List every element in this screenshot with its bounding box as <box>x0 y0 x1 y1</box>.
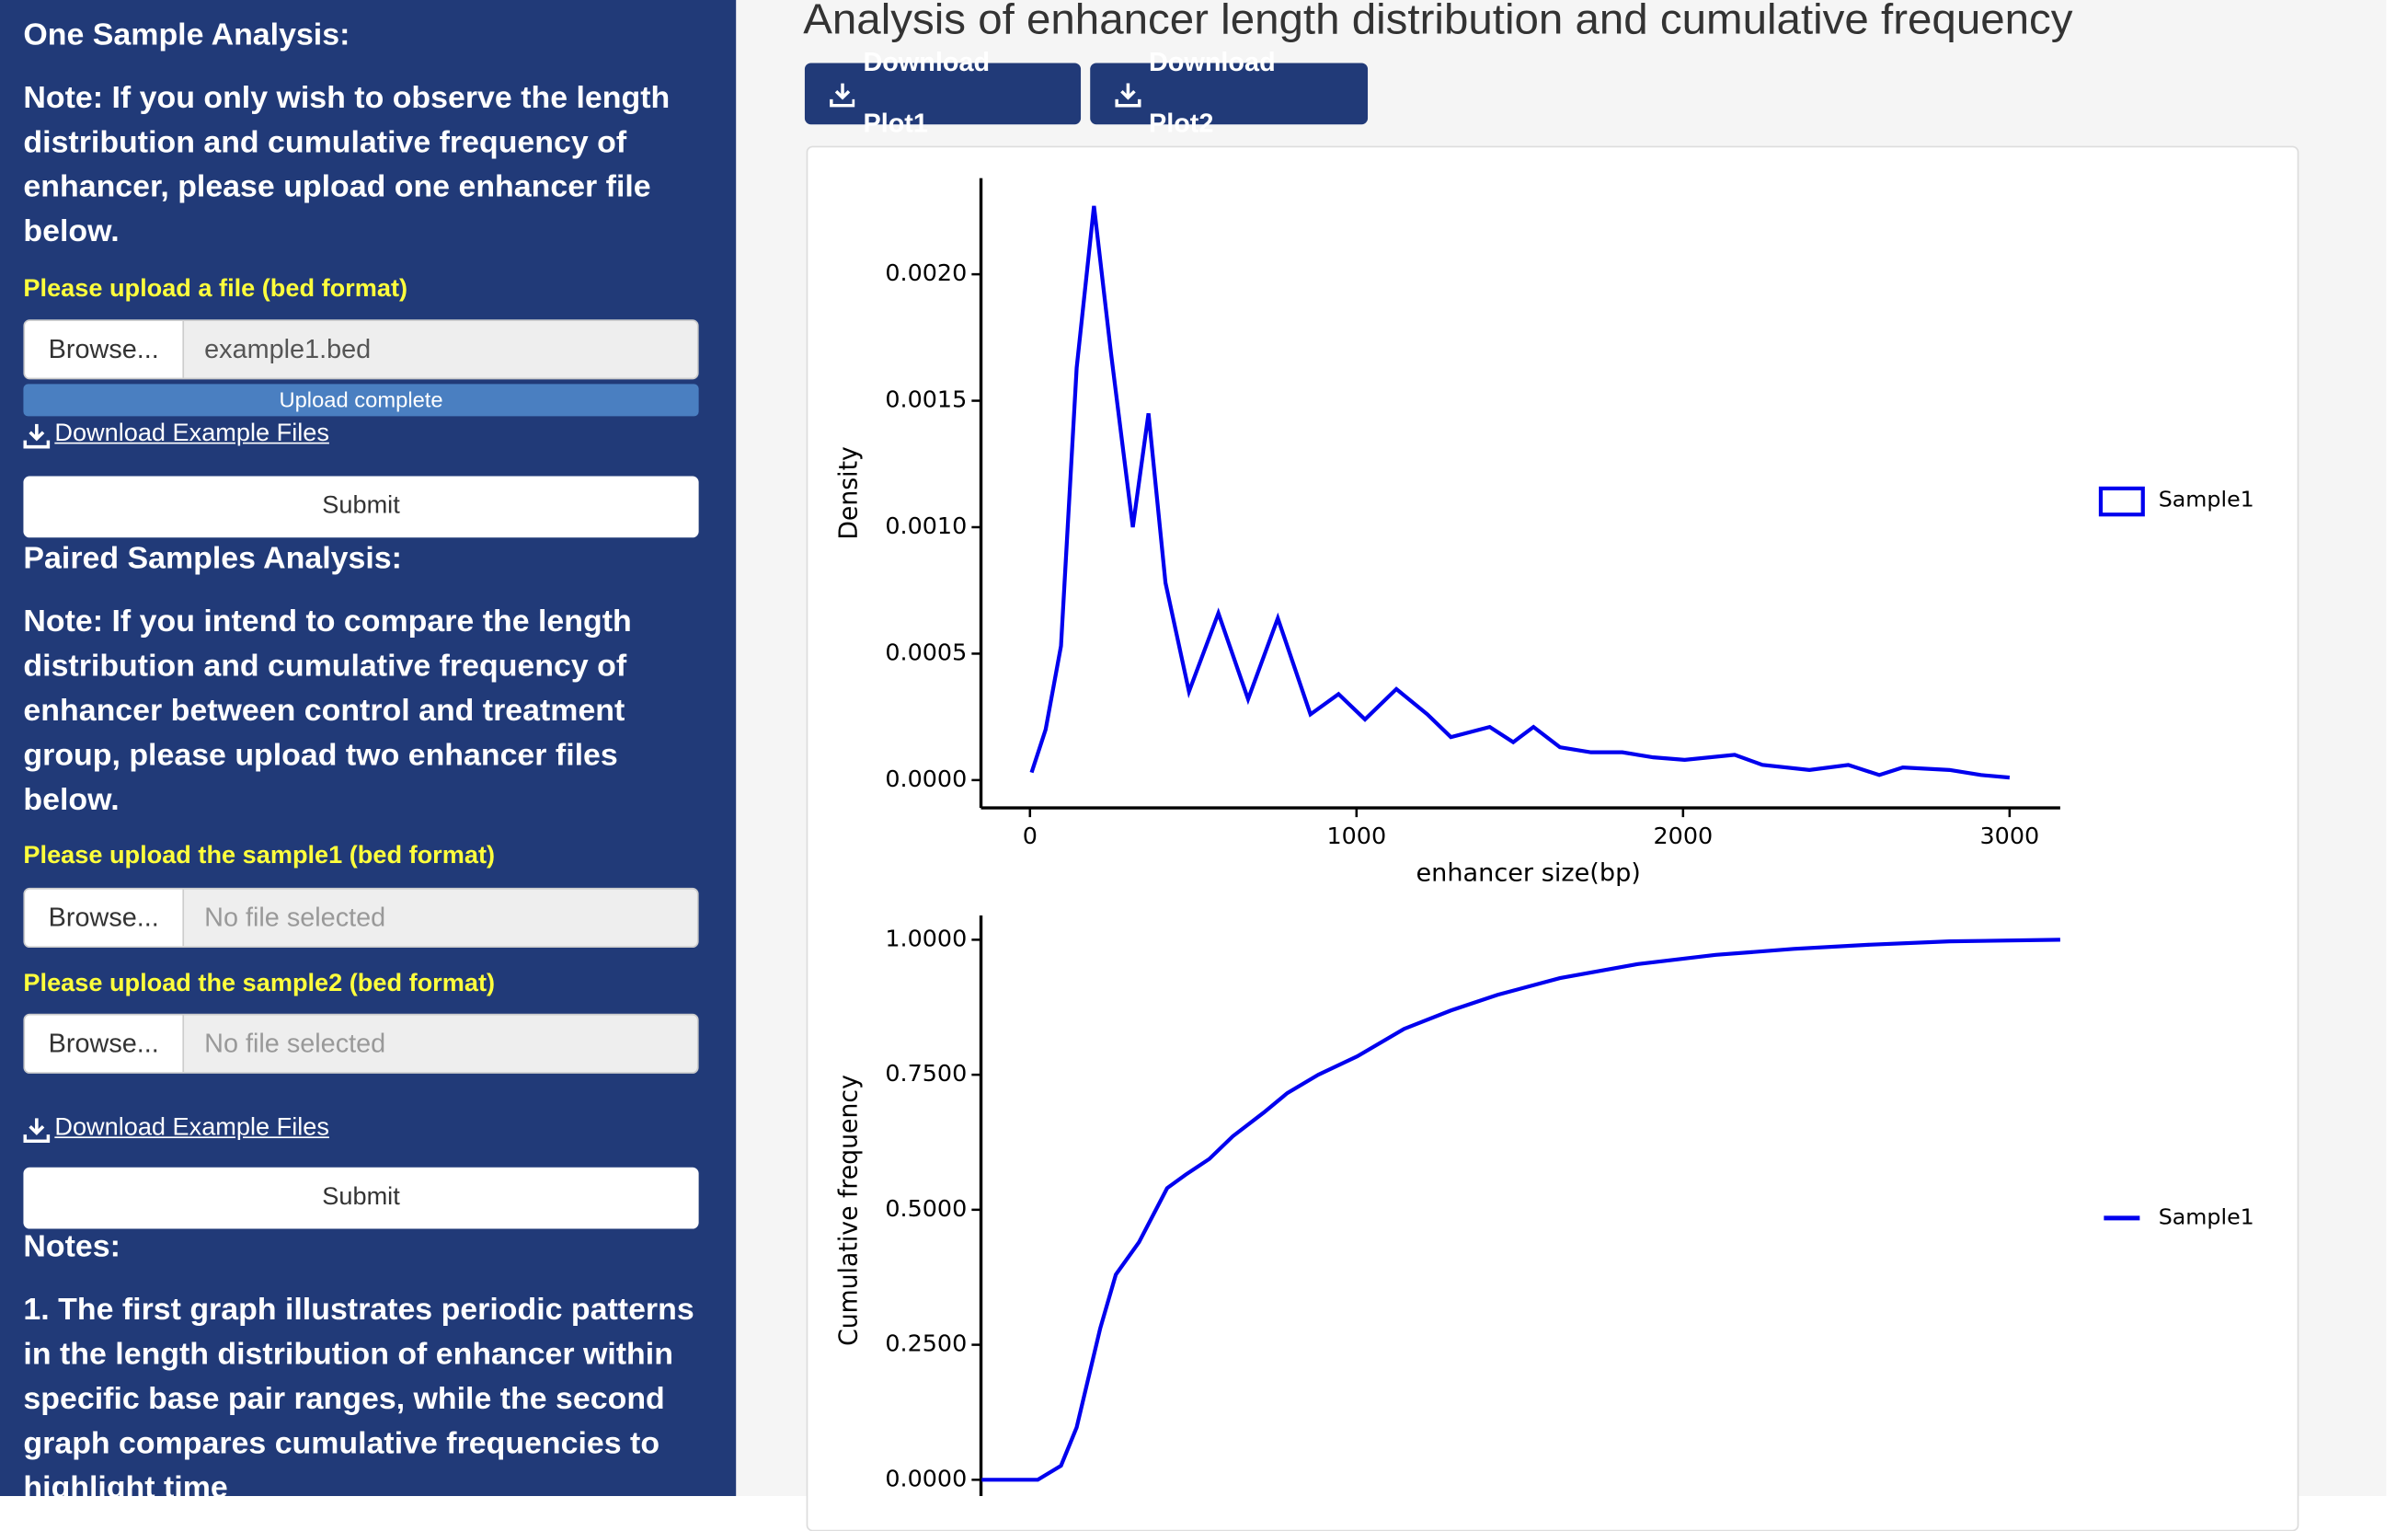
progress-bar: Upload complete <box>23 384 699 417</box>
download-icon <box>23 423 51 448</box>
y-tick-label: 0.7500 <box>885 1060 967 1087</box>
section-heading: Paired Samples Analysis: <box>23 542 402 577</box>
download-icon <box>1115 82 1141 107</box>
sidebar: One Sample Analysis: Note: If you only w… <box>0 0 737 1505</box>
download-icon <box>23 1117 51 1143</box>
legend-label: Sample1 <box>2159 1203 2254 1229</box>
note: Note: If you only wish to observe the le… <box>23 81 671 249</box>
legend-label: Sample1 <box>2159 487 2254 512</box>
page-title: Analysis of enhancer length distribution… <box>803 0 2073 43</box>
legend-key <box>2098 486 2145 517</box>
plots: 0.0000 0.0005 0.0010 0.0015 0.0020 0 1000 2000 3… <box>834 178 2254 1496</box>
x-tick-label: 0 <box>1023 823 1038 849</box>
button-text[interactable]: Download Plot1 <box>863 47 991 139</box>
x-axis-label: enhancer size(bp) <box>1416 859 1640 888</box>
section-heading: Notes: <box>23 1230 120 1264</box>
main-panel: Analysis of enhancer length distribution… <box>736 0 2387 1531</box>
upload-label: Please upload the sample1 (bed format) <box>23 843 496 869</box>
submit-button[interactable]: Submit <box>23 1167 699 1229</box>
x-tick-label: 3000 <box>1980 823 2040 849</box>
download-button[interactable]: Download Plot2 <box>1090 48 1369 138</box>
file-placeholder: No file selected <box>204 1029 386 1059</box>
download-link[interactable]: Download Example Files <box>23 420 329 448</box>
file-input[interactable]: Browse... No file selected <box>23 1013 699 1074</box>
file-placeholder: No file selected <box>204 903 386 933</box>
download-button[interactable]: Download Plot1 <box>804 48 1082 138</box>
browse-button[interactable]: Browse... <box>25 1015 185 1073</box>
x-tick-label: 2000 <box>1653 823 1713 849</box>
y-axis-label: Density <box>834 446 863 540</box>
submit-button[interactable]: Submit <box>23 476 699 538</box>
section-heading: One Sample Analysis: <box>23 18 350 52</box>
y-axis-label: Cumulative frequency <box>834 1075 863 1346</box>
note: Note: If you intend to compare the lengt… <box>23 604 632 818</box>
y-tick-label: 0.2500 <box>885 1330 967 1357</box>
upload-label: Please upload a file (bed format) <box>23 276 408 303</box>
y-tick-label: 0.0010 <box>885 512 967 539</box>
button-text[interactable]: Download Plot2 <box>1148 47 1276 139</box>
download-link[interactable]: Download Example Files <box>23 1114 329 1143</box>
y-tick-label: 0.0015 <box>885 386 967 413</box>
y-tick-label: 0.0000 <box>885 1465 967 1491</box>
y-tick-label: 0.5000 <box>885 1195 967 1222</box>
upload-label: Please upload the sample2 (bed format) <box>23 971 496 997</box>
download-icon <box>830 82 855 107</box>
y-tick-label: 0.0005 <box>885 639 967 666</box>
browse-button[interactable]: Browse... <box>25 889 185 947</box>
browse-button[interactable]: Browse... <box>25 320 185 378</box>
file-input[interactable]: Browse... No file selected <box>23 887 699 949</box>
x-tick-label: 1000 <box>1326 823 1386 849</box>
density-line <box>1029 205 2011 780</box>
notes-text: 1. The first graph illustrates periodic … <box>23 1293 694 1506</box>
y-tick-label: 0.0020 <box>885 259 967 286</box>
line <box>981 938 2060 1482</box>
y-tick-label: 1.0000 <box>885 926 967 952</box>
file-input[interactable]: Browse... example1.bed <box>23 319 699 380</box>
link-text[interactable]: Download Example Files <box>54 420 329 447</box>
link-text[interactable]: Download Example Files <box>54 1114 329 1142</box>
file-name: example1.bed <box>204 334 372 364</box>
plot-panel <box>806 145 2299 1531</box>
y-tick-label: 0.0000 <box>885 766 967 792</box>
